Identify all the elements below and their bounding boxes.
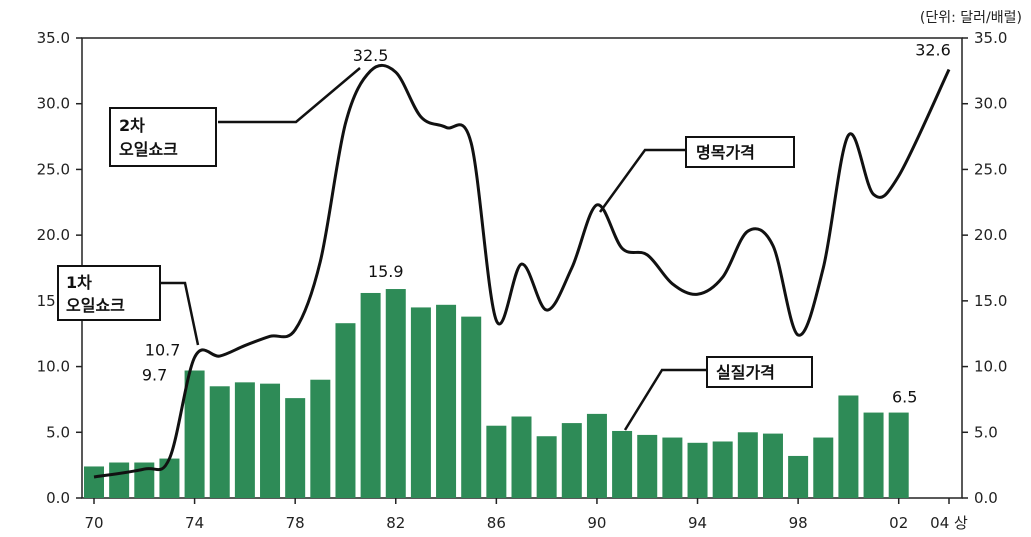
x-tick-label: 70: [84, 514, 103, 532]
y-tick-label: 5.0: [46, 423, 70, 441]
bar: [436, 304, 457, 498]
bar: [687, 442, 708, 498]
y-tick-label: 25.0: [37, 160, 70, 178]
bar: [536, 436, 557, 498]
x-tick-label: 86: [487, 514, 506, 532]
y-tick-label: 0.0: [46, 489, 70, 507]
bar: [863, 412, 884, 498]
bar: [234, 382, 255, 498]
annotation-shock2: 2차 오일쇼크: [109, 107, 217, 167]
bar: [612, 430, 633, 498]
leader-shock2: [218, 67, 361, 124]
annotation-line: 오일쇼크: [119, 140, 178, 159]
y-tick-label: 35.0: [37, 29, 70, 47]
bar: [486, 425, 507, 498]
x-tick-label: 02: [889, 514, 908, 532]
y-tick-label: 20.0: [37, 226, 70, 244]
bar: [788, 455, 809, 498]
bar: [260, 383, 281, 498]
unit-label: (단위: 달러/배럴): [920, 10, 1022, 26]
y-tick-label-right: 5.0: [974, 423, 998, 441]
bar: [159, 458, 180, 498]
bar: [184, 370, 205, 498]
bar: [335, 323, 356, 498]
bar: [561, 423, 582, 498]
bar: [813, 437, 834, 498]
annotation-real: 실질가격: [706, 356, 813, 388]
leader-nominal: [598, 148, 685, 213]
annotation-leaders: [160, 67, 708, 431]
bar: [838, 395, 859, 498]
bar: [637, 434, 658, 498]
bar-series-real-price: [84, 289, 909, 498]
annotation-box: [685, 136, 795, 168]
bar: [360, 292, 381, 498]
bar: [285, 398, 306, 498]
x-tick-label: 90: [587, 514, 606, 532]
data-label: 15.9: [368, 262, 404, 281]
annotation-line: 오일쇼크: [66, 296, 125, 315]
data-label: 32.5: [353, 46, 389, 65]
bar: [888, 412, 909, 498]
y-tick-label-right: 10.0: [974, 358, 1007, 376]
y-tick-label-right: 30.0: [974, 95, 1007, 113]
annotation-line: 명목가격: [696, 143, 755, 162]
x-tick-label: 78: [286, 514, 305, 532]
x-tick-label: 98: [789, 514, 808, 532]
bar: [310, 379, 331, 498]
annotation-box: [109, 107, 217, 167]
leader-shock1: [160, 281, 200, 346]
x-tick-label: 82: [386, 514, 405, 532]
y-axis-right: 0.0 5.0 10.0 15.0 20.0 25.0 30.0 35.0: [962, 29, 1007, 507]
bar: [712, 441, 733, 498]
y-tick-label-right: 15.0: [974, 292, 1007, 310]
y-tick-label: 30.0: [37, 95, 70, 113]
data-label: 10.7: [145, 340, 181, 359]
bar: [461, 316, 482, 498]
line-series-nominal-price: [93, 63, 951, 479]
x-tick-label: 94: [688, 514, 707, 532]
data-label: 6.5: [892, 388, 917, 407]
annotation-line: 실질가격: [716, 363, 775, 382]
bar: [385, 289, 406, 498]
bar: [737, 432, 758, 498]
x-axis: 70 74 78 82 86 90 94 98 02 04 상: [84, 498, 968, 532]
y-tick-label-right: 20.0: [974, 226, 1007, 244]
bar: [209, 386, 230, 498]
annotation-line: 1차: [66, 273, 92, 292]
bar: [410, 307, 431, 498]
data-label: 32.6: [915, 41, 951, 60]
bar: [662, 437, 683, 498]
data-labels: 32.5 32.6 15.9 10.7 9.7 6.5: [142, 41, 951, 407]
annotation-shock1: 1차 오일쇼크: [57, 265, 161, 321]
y-tick-label: 10.0: [37, 358, 70, 376]
y-tick-label-right: 0.0: [974, 489, 998, 507]
annotation-box: [57, 265, 161, 321]
annotation-box: [706, 356, 813, 388]
y-tick-label-right: 25.0: [974, 160, 1007, 178]
leader-real: [623, 368, 708, 431]
bar: [762, 433, 783, 498]
bar: [511, 416, 532, 498]
annotation-line: 2차: [119, 116, 145, 135]
y-tick-label-right: 35.0: [974, 29, 1007, 47]
annotation-nominal: 명목가격: [685, 136, 795, 168]
bar: [109, 462, 130, 498]
x-tick-label: 74: [185, 514, 204, 532]
x-tick-label: 04 상: [930, 514, 968, 532]
bar: [84, 466, 104, 498]
data-label: 9.7: [142, 366, 167, 385]
bar: [586, 413, 607, 498]
